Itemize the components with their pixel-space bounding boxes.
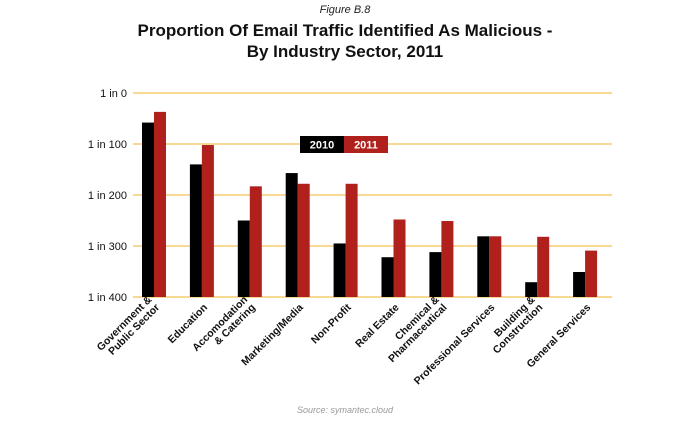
- x-tick-label: Real Estate: [353, 302, 402, 351]
- x-tick-label: Non-Profit: [309, 301, 354, 346]
- y-tick-label: 1 in 200: [88, 190, 127, 202]
- x-tick-label-line: Real Estate: [353, 302, 402, 351]
- bar-2011: [585, 250, 598, 297]
- x-tick-label: Building &Construction: [483, 294, 546, 357]
- bar-2010: [525, 282, 538, 297]
- chart-title-line-2: By Industry Sector, 2011: [246, 42, 444, 61]
- figure-label: Figure B.8: [319, 4, 371, 16]
- bar-2011: [441, 221, 454, 297]
- y-tick-label: 1 in 100: [88, 139, 127, 151]
- bar-2011: [489, 236, 502, 297]
- bar-2010: [142, 122, 154, 297]
- bar-2011: [345, 183, 358, 297]
- y-tick-label: 1 in 400: [88, 292, 127, 304]
- bar-2011: [537, 236, 550, 297]
- bar-2011: [393, 219, 406, 297]
- bar-2011: [297, 183, 310, 297]
- bar-2010: [573, 272, 586, 297]
- legend-label-2010: 2010: [310, 140, 334, 152]
- legend-label-2011: 2011: [354, 140, 378, 152]
- bar-2010: [477, 236, 490, 297]
- chart-title-line-1: Proportion Of Email Traffic Identified A…: [137, 21, 553, 40]
- bar-2010: [285, 173, 298, 297]
- bar-2010: [429, 252, 442, 297]
- chart-title: Proportion Of Email Traffic Identified A…: [0, 20, 690, 62]
- y-tick-label: 1 in 0: [100, 88, 127, 100]
- legend-swatch-2011: [344, 136, 388, 153]
- bar-2010: [189, 164, 202, 297]
- bar-2010: [237, 220, 250, 297]
- bar-2010: [333, 243, 346, 297]
- bar-2011: [249, 186, 262, 297]
- legend-swatch-2010: [300, 136, 344, 153]
- source-note: Source: symantec.cloud: [296, 405, 394, 415]
- bar-2011: [154, 111, 166, 298]
- x-tick-label-line: Non-Profit: [309, 301, 354, 346]
- bar-2010: [381, 257, 394, 297]
- bar-2011: [201, 145, 214, 297]
- y-tick-label: 1 in 300: [88, 241, 127, 253]
